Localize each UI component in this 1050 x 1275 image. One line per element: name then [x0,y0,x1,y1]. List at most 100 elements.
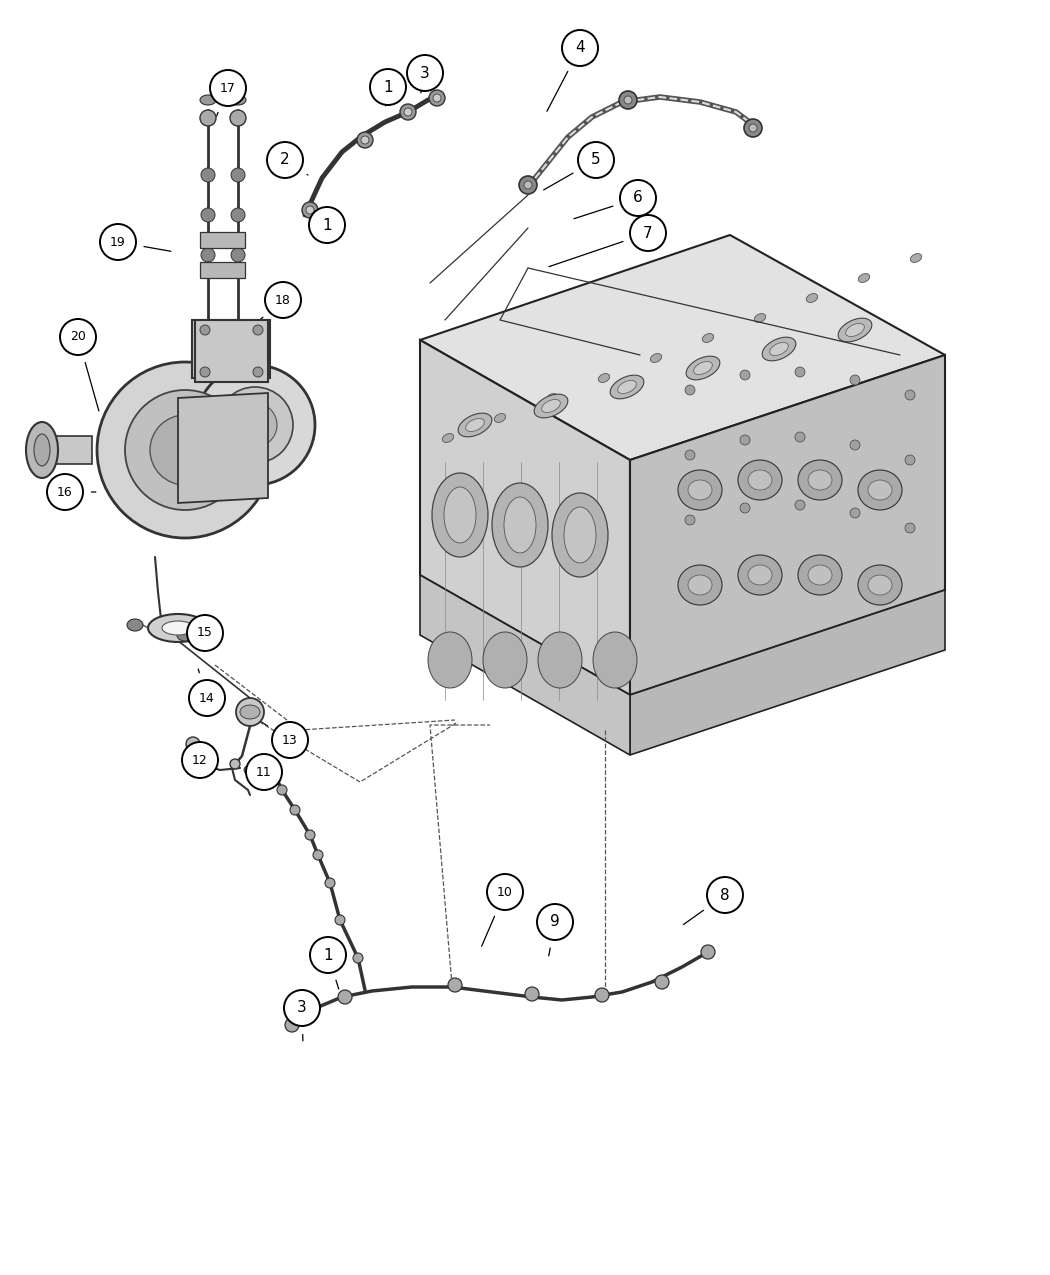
Circle shape [309,207,345,244]
Circle shape [265,282,301,317]
Polygon shape [178,393,268,504]
Circle shape [210,70,246,106]
Circle shape [707,877,743,913]
Ellipse shape [483,632,527,688]
Ellipse shape [201,249,215,261]
Ellipse shape [868,575,892,595]
Polygon shape [420,235,945,460]
Circle shape [236,697,264,725]
Ellipse shape [770,343,789,356]
Text: 5: 5 [591,153,601,167]
Ellipse shape [686,356,720,380]
Ellipse shape [231,168,245,182]
Text: 3: 3 [297,1001,307,1015]
Ellipse shape [678,565,722,606]
Ellipse shape [798,555,842,595]
Text: 7: 7 [644,226,653,241]
Text: 19: 19 [110,236,126,249]
Ellipse shape [504,497,536,553]
Ellipse shape [127,618,143,631]
Circle shape [740,370,750,380]
Text: 1: 1 [322,218,332,232]
Text: 14: 14 [200,691,215,705]
Circle shape [150,414,220,484]
Ellipse shape [748,470,772,490]
Ellipse shape [492,483,548,567]
Circle shape [189,680,225,717]
Circle shape [335,915,345,924]
Circle shape [740,504,750,513]
Ellipse shape [806,293,818,302]
Circle shape [624,96,632,105]
Text: 15: 15 [197,626,213,640]
Ellipse shape [153,623,171,636]
Polygon shape [195,320,268,382]
Text: 9: 9 [550,914,560,929]
Text: 10: 10 [497,886,513,899]
Ellipse shape [868,479,892,500]
Circle shape [253,367,262,377]
Circle shape [850,507,860,518]
Circle shape [685,515,695,525]
Ellipse shape [231,208,245,222]
Polygon shape [42,436,92,464]
Circle shape [578,142,614,179]
FancyBboxPatch shape [200,232,245,249]
Text: 13: 13 [282,733,298,746]
Circle shape [487,873,523,910]
Ellipse shape [910,254,922,263]
Text: 18: 18 [275,293,291,306]
Circle shape [744,119,762,136]
Polygon shape [192,320,270,377]
Ellipse shape [762,337,796,361]
Circle shape [338,989,352,1003]
Circle shape [701,945,715,959]
Polygon shape [420,575,630,755]
Circle shape [97,362,273,538]
Circle shape [290,805,300,815]
Ellipse shape [858,274,869,283]
Circle shape [370,69,406,105]
Ellipse shape [428,632,472,688]
Circle shape [850,440,860,450]
Circle shape [200,367,210,377]
Circle shape [400,105,416,120]
Circle shape [217,388,293,463]
Ellipse shape [738,460,782,500]
Circle shape [267,142,303,179]
Ellipse shape [838,319,872,342]
Circle shape [326,878,335,887]
Circle shape [595,988,609,1002]
Circle shape [537,904,573,940]
Circle shape [740,435,750,445]
Ellipse shape [538,632,582,688]
Circle shape [620,180,656,215]
Circle shape [187,615,223,652]
Ellipse shape [748,565,772,585]
Circle shape [60,319,96,354]
Ellipse shape [694,362,712,375]
FancyBboxPatch shape [200,261,245,278]
Circle shape [361,136,369,144]
Ellipse shape [465,418,484,431]
Text: 11: 11 [256,765,272,779]
Circle shape [404,108,412,116]
Ellipse shape [858,470,902,510]
Ellipse shape [845,324,864,337]
Circle shape [519,176,537,194]
Ellipse shape [230,96,246,105]
Ellipse shape [201,208,215,222]
Circle shape [524,181,532,189]
Ellipse shape [240,705,260,719]
Circle shape [310,937,347,973]
Ellipse shape [798,460,842,500]
Circle shape [905,523,915,533]
Ellipse shape [808,470,832,490]
Ellipse shape [552,493,608,578]
Ellipse shape [148,615,208,643]
Circle shape [905,390,915,400]
Text: 20: 20 [70,330,86,343]
Ellipse shape [738,555,782,595]
Circle shape [272,722,308,759]
Circle shape [630,215,666,251]
